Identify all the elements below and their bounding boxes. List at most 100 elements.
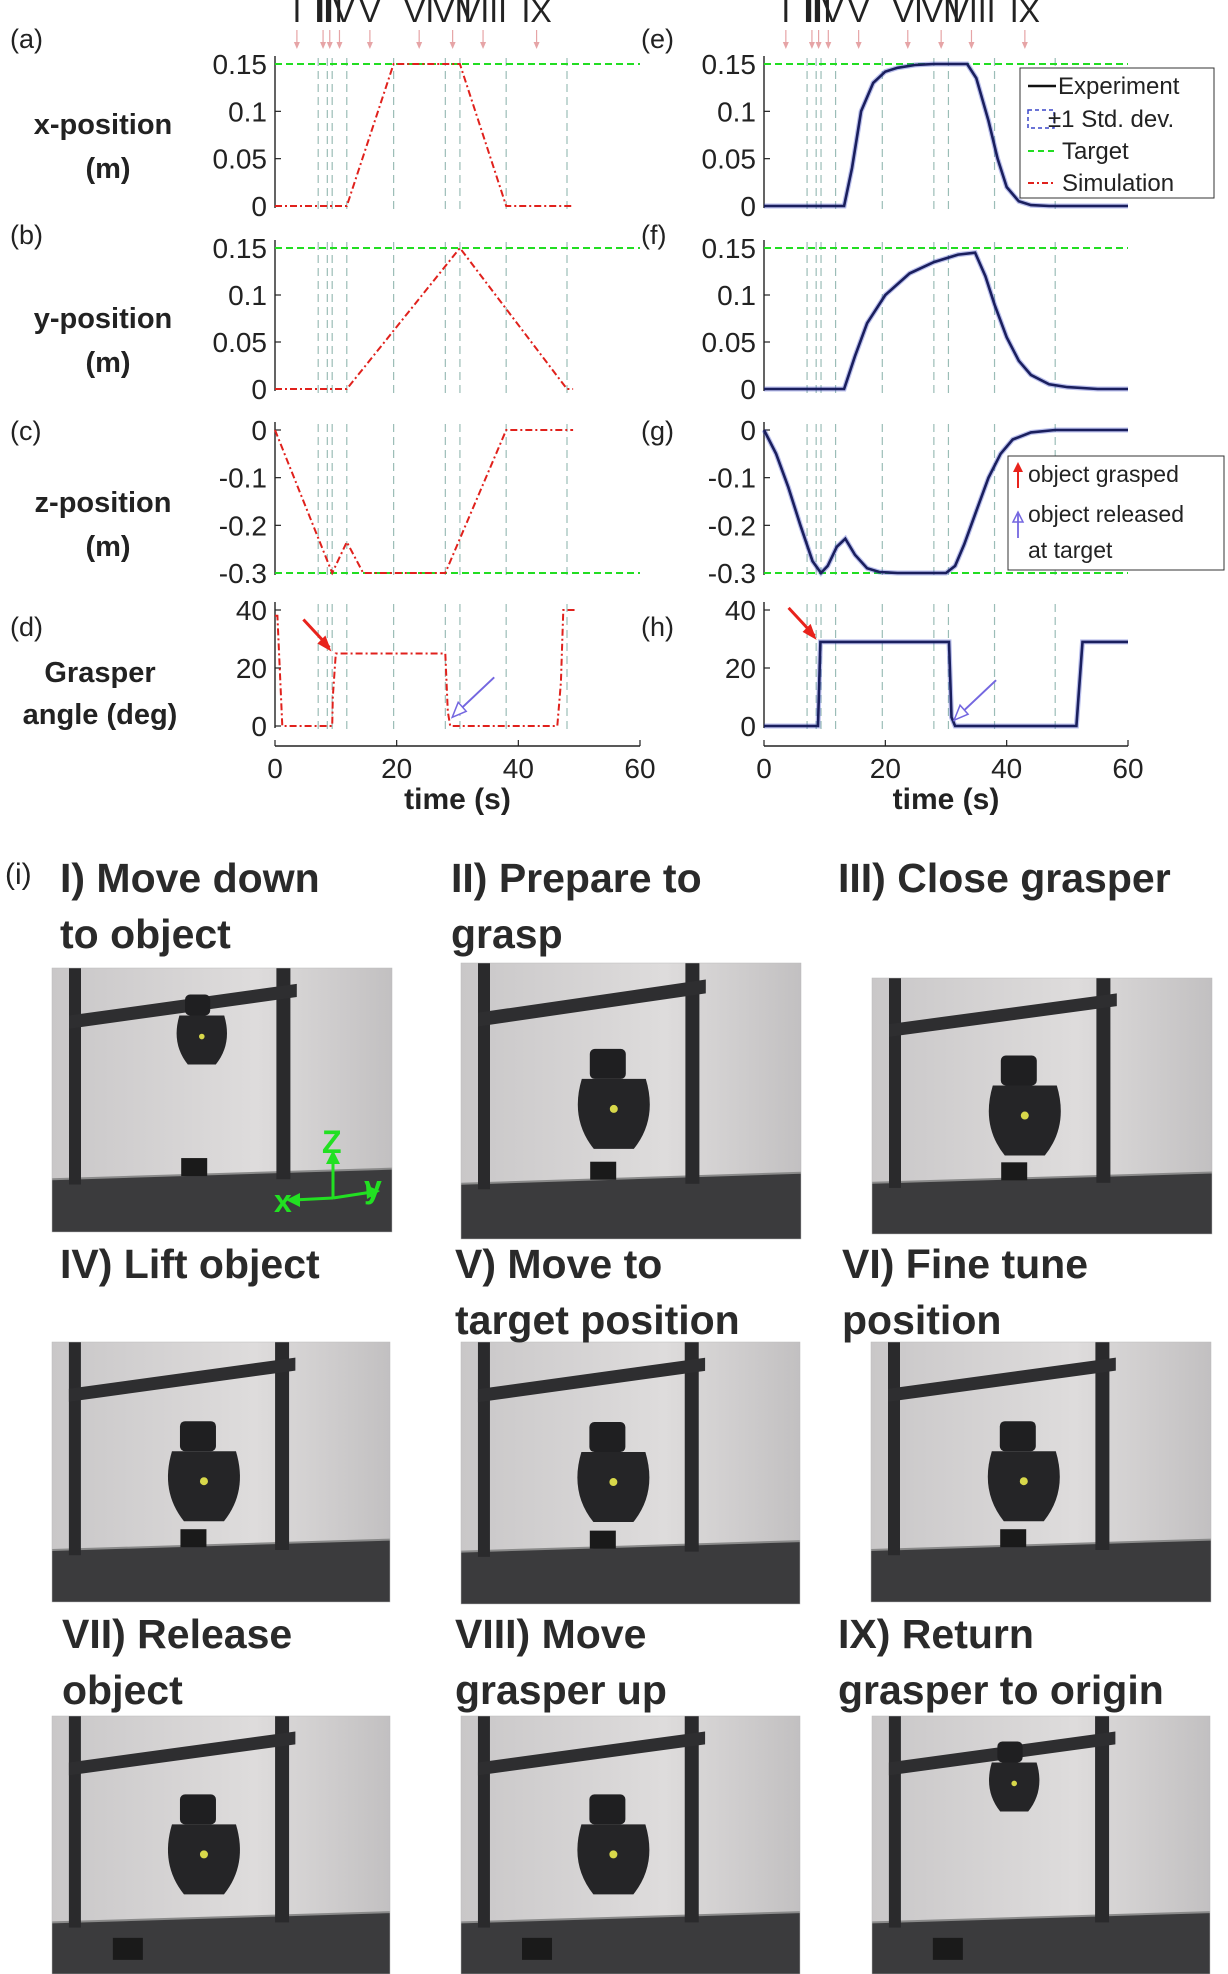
y-tick-label: 0.1: [228, 280, 267, 311]
experiment-series-line: [764, 251, 1128, 391]
phase-label: III: [805, 0, 832, 29]
phase-label: III: [316, 0, 343, 29]
phase-marker-arrowhead: [825, 42, 832, 49]
phase-label: II: [314, 0, 332, 29]
photo-step-1: [51, 967, 393, 1233]
release-arrow: [959, 679, 997, 715]
chart-f: 0 0.05 0.1 0.15: [702, 233, 1128, 405]
ylabel-angle-line1: Grasper: [44, 657, 155, 689]
y-tick-label: 0.15: [702, 233, 757, 264]
ylabel-z-line2: (m): [85, 531, 130, 563]
phase-label: IX: [1010, 0, 1040, 29]
y-tick-label: 20: [725, 653, 756, 684]
simulation-series-line: [275, 609, 577, 727]
step-line-2: object: [62, 1667, 183, 1713]
y-tick-label: 0: [740, 415, 756, 446]
y-tick-label: 0.15: [213, 233, 268, 264]
y-tick-label: 40: [236, 595, 267, 626]
phase-marker-arrowhead: [326, 42, 333, 49]
legend-simulation-label: Simulation: [1062, 170, 1174, 197]
y-tick-label: 0.05: [213, 144, 268, 175]
ylabel-x-line2: (m): [85, 153, 130, 185]
x-tick-label: 60: [1112, 753, 1143, 784]
phase-marker-arrowhead: [782, 42, 789, 49]
phase-marker-arrowhead: [533, 42, 540, 49]
legend-released-label: object released: [1028, 501, 1184, 527]
photo-step-4: [51, 1341, 391, 1603]
photo-step-6: [870, 1341, 1212, 1603]
phase-marker-arrowhead: [855, 42, 862, 49]
simulation-series-line: [275, 246, 574, 390]
legend-target-label: Target: [1062, 138, 1129, 165]
panel-letter-c: (c): [10, 416, 41, 446]
grasp-arrowhead: [802, 623, 817, 640]
release-arrowhead: [450, 700, 468, 719]
phase-marker-arrowhead: [320, 42, 327, 49]
y-tick-label: -0.3: [708, 558, 756, 589]
phase-marker-arrowhead: [815, 42, 822, 49]
chart-d: 0 20 40 0 20 40 60 time (s): [236, 595, 656, 816]
step-line-2: to object: [60, 911, 231, 957]
chart-c: -0.3 -0.2 -0.1 0: [219, 415, 640, 589]
y-tick-label: 0: [251, 711, 267, 742]
phase-marker-arrowhead: [938, 42, 945, 49]
axis-x-label: x: [274, 1183, 292, 1219]
photo-step-8: [460, 1715, 801, 1974]
grasp-arrowhead: [317, 635, 332, 652]
y-tick-label: 0.15: [213, 49, 268, 80]
y-tick-label: -0.2: [708, 510, 756, 541]
step-numeral: IV) Lift object: [60, 1241, 320, 1287]
legend-std-label: ±1 Std. dev.: [1048, 106, 1174, 133]
phase-marker-arrowhead: [808, 42, 815, 49]
step-titles: I) Move down to object II) Prepare to grasp…: [60, 855, 1171, 1713]
photo-step-5: [460, 1341, 801, 1605]
step-title-6: VI) Fine tune position: [842, 1241, 1088, 1343]
x-tick-label: 40: [991, 753, 1022, 784]
ylabel-y-line1: y-position: [34, 303, 173, 335]
photo-step-9: [871, 1715, 1211, 1974]
y-tick-label: -0.2: [219, 510, 267, 541]
x-tick-label: 0: [267, 753, 283, 784]
photo-step-2: [460, 962, 802, 1240]
phase-label: VII: [922, 0, 961, 29]
y-tick-label: 0.05: [702, 144, 757, 175]
phase-label: I: [292, 0, 301, 29]
x-tick-label: 40: [503, 753, 534, 784]
phase-label: IV: [813, 0, 844, 29]
phase-label: VIII: [947, 0, 995, 29]
legend-events: object grasped object released at target: [1007, 455, 1225, 571]
step-title-5: V) Move to target position: [455, 1241, 740, 1343]
step-numeral: I) Move down: [60, 855, 320, 901]
legend-experiment-label: Experiment: [1058, 73, 1180, 100]
y-tick-label: 20: [236, 653, 267, 684]
coordinate-axes-overlay: Z x y: [274, 1124, 382, 1219]
panel-letter-h: (h): [641, 612, 674, 642]
y-tick-label: -0.1: [708, 463, 756, 494]
ylabel-z-line1: z-position: [35, 487, 172, 519]
phase-label: V: [359, 0, 381, 29]
phase-label: VI: [404, 0, 434, 29]
y-tick-label: 0.05: [702, 327, 757, 358]
x-axis-label: time (s): [893, 783, 1000, 816]
step-title-9: IX) Return grasper to origin: [838, 1611, 1164, 1713]
experiment-series-line: [764, 640, 1128, 728]
step-line-2: position: [842, 1297, 1001, 1343]
y-tick-label: 0: [740, 374, 756, 405]
phase-label: VI: [893, 0, 923, 29]
ylabel-angle-line2: angle (deg): [23, 699, 178, 731]
release-arrow: [457, 676, 495, 713]
y-tick-label: 0: [740, 191, 756, 222]
step-line-2: grasper to origin: [838, 1667, 1164, 1713]
x-tick-label: 60: [624, 753, 655, 784]
chart-h: 0 20 40 0 20 40 60 time (s): [725, 595, 1144, 816]
x-axis-label: time (s): [404, 783, 511, 816]
y-tick-label: -0.3: [219, 558, 267, 589]
panel-letter-e: (e): [641, 24, 674, 54]
step-numeral: VI) Fine tune: [842, 1241, 1088, 1287]
axis-y-label: y: [364, 1169, 382, 1205]
step-numeral: V) Move to: [455, 1241, 662, 1287]
x-tick-label: 20: [381, 753, 412, 784]
